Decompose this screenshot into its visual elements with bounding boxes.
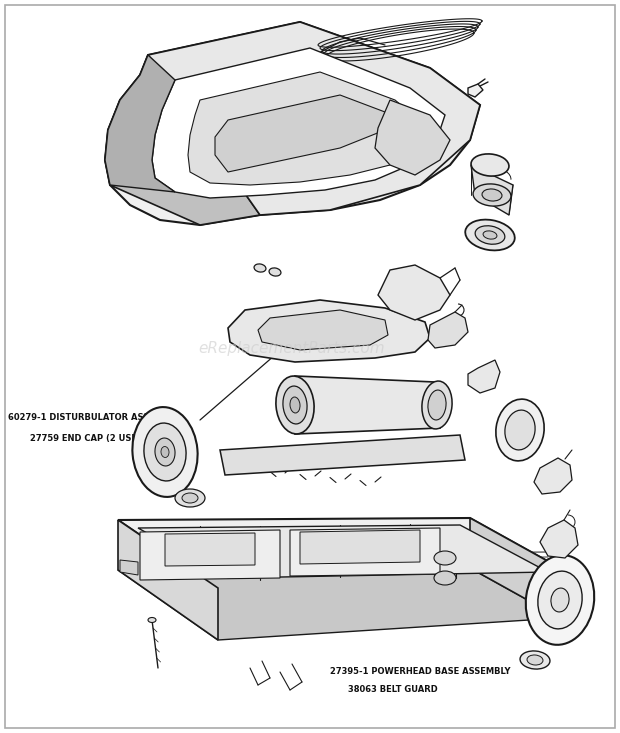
- Polygon shape: [188, 72, 425, 185]
- Ellipse shape: [161, 446, 169, 457]
- Ellipse shape: [133, 407, 198, 497]
- Polygon shape: [375, 100, 450, 175]
- Ellipse shape: [428, 390, 446, 420]
- Polygon shape: [295, 376, 440, 434]
- Ellipse shape: [269, 268, 281, 276]
- Polygon shape: [540, 520, 578, 558]
- Ellipse shape: [283, 386, 307, 424]
- Ellipse shape: [422, 381, 452, 429]
- Ellipse shape: [473, 184, 511, 206]
- Ellipse shape: [520, 651, 550, 669]
- Polygon shape: [118, 520, 218, 640]
- Text: 60279-1 DISTURBULATOR ASSEMBLY: 60279-1 DISTURBULATOR ASSEMBLY: [8, 413, 179, 422]
- Polygon shape: [120, 560, 138, 575]
- Polygon shape: [152, 48, 445, 198]
- Polygon shape: [468, 84, 483, 97]
- Ellipse shape: [465, 220, 515, 251]
- Text: 27395-1 POWERHEAD BASE ASSEMBLY: 27395-1 POWERHEAD BASE ASSEMBLY: [330, 668, 510, 677]
- Polygon shape: [378, 265, 450, 320]
- Polygon shape: [105, 22, 480, 225]
- Ellipse shape: [182, 493, 198, 503]
- Ellipse shape: [496, 399, 544, 461]
- Polygon shape: [300, 530, 420, 564]
- Ellipse shape: [434, 571, 456, 585]
- Ellipse shape: [526, 555, 594, 645]
- Ellipse shape: [144, 423, 186, 481]
- Polygon shape: [258, 310, 388, 350]
- Ellipse shape: [276, 376, 314, 434]
- Ellipse shape: [155, 438, 175, 466]
- Polygon shape: [118, 518, 560, 588]
- Ellipse shape: [538, 571, 582, 629]
- Polygon shape: [290, 528, 440, 576]
- Polygon shape: [470, 518, 560, 618]
- Polygon shape: [215, 95, 385, 172]
- Polygon shape: [228, 300, 430, 362]
- Text: eReplacementParts.com: eReplacementParts.com: [198, 341, 385, 356]
- Ellipse shape: [482, 189, 502, 201]
- Polygon shape: [534, 458, 572, 494]
- Ellipse shape: [290, 397, 300, 413]
- Polygon shape: [428, 312, 468, 348]
- Ellipse shape: [527, 655, 543, 665]
- Polygon shape: [220, 435, 465, 475]
- Ellipse shape: [254, 264, 266, 272]
- Ellipse shape: [483, 231, 497, 239]
- Ellipse shape: [475, 226, 505, 244]
- Polygon shape: [140, 530, 280, 580]
- Ellipse shape: [434, 551, 456, 565]
- Polygon shape: [105, 55, 260, 225]
- Text: 38063 BELT GUARD: 38063 BELT GUARD: [348, 685, 438, 694]
- Polygon shape: [471, 165, 513, 215]
- Polygon shape: [118, 568, 560, 640]
- Polygon shape: [468, 360, 500, 393]
- Ellipse shape: [505, 410, 535, 450]
- Polygon shape: [165, 533, 255, 566]
- Ellipse shape: [551, 588, 569, 612]
- Polygon shape: [105, 55, 175, 192]
- Text: 27759 END CAP (2 USED): 27759 END CAP (2 USED): [30, 433, 148, 443]
- Ellipse shape: [471, 154, 509, 176]
- Ellipse shape: [148, 617, 156, 622]
- Polygon shape: [148, 22, 480, 215]
- Polygon shape: [138, 525, 548, 578]
- Ellipse shape: [175, 489, 205, 507]
